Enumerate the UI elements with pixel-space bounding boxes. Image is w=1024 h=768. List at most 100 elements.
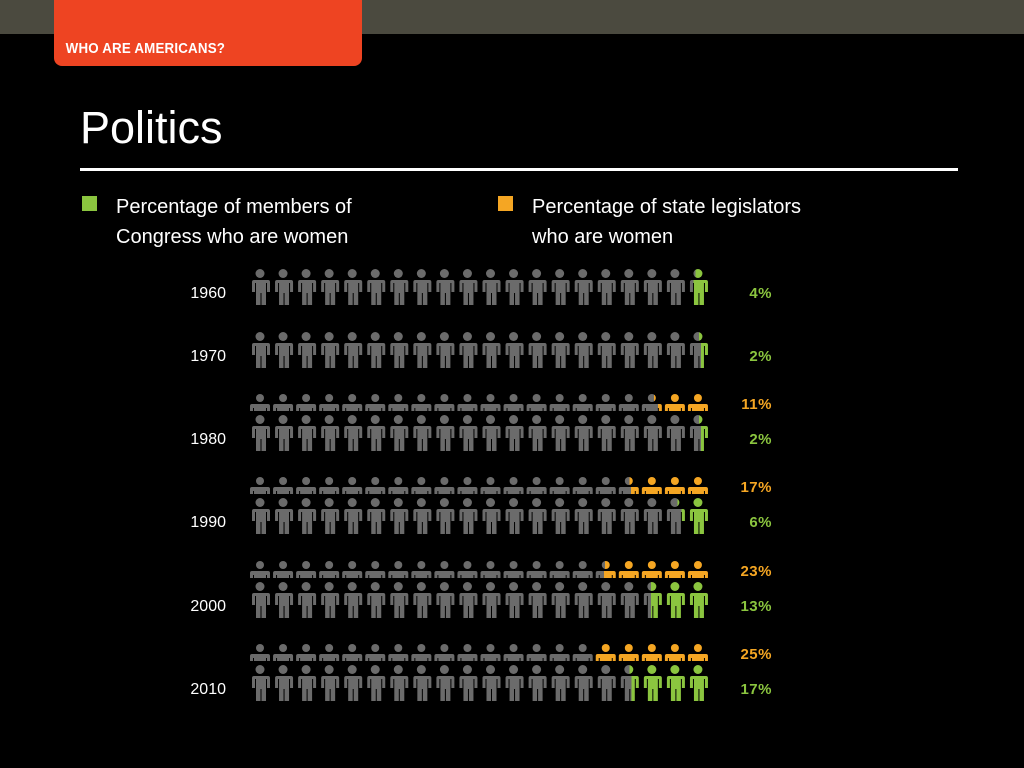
state-figure-icon [388,394,409,411]
congress-figure-icon [551,665,570,701]
congress-figure-icon [252,332,270,368]
congress-figure-icon [528,415,547,451]
congress-figure-icon [321,332,340,368]
congress-figure-icon [574,415,593,451]
congress-figure-icon [413,332,432,368]
state-figure-icon [388,477,409,494]
congress-figure-icon [390,498,409,534]
congress-figure-icon [367,269,386,305]
state-figure-icon [503,394,524,411]
congress-figure-icon [551,415,570,451]
congress-figure-icon [367,415,386,451]
state-figure-icon [480,561,501,578]
congress-pct-label-1980: 2% [749,431,772,448]
year-row-2010: 2010 17% 25% [190,644,772,701]
congress-figure-icon [275,415,294,451]
congress-figure-icon [390,415,409,451]
congress-figure-icon [321,582,340,618]
state-figure-icon [641,561,662,578]
state-figure-icon [549,477,570,494]
congress-figure-icon [344,665,363,701]
section-tab [54,0,362,66]
state-figure-icon [250,477,270,494]
congress-figure-icon [252,498,270,534]
state-figure-icon [618,394,639,411]
congress-figure-icon [597,498,616,534]
congress-figure-icon [344,498,363,534]
congress-figure-icon [252,415,270,451]
congress-figure-icon [459,665,478,701]
congress-figure-icon [620,582,639,618]
state-figures-2000 [250,561,708,578]
congress-figure-icon [551,332,570,368]
congress-figure-icon [482,498,501,534]
state-figure-icon [641,644,662,661]
congress-figure-icon [551,269,570,305]
state-figure-icon [503,477,524,494]
congress-figure-icon [482,415,501,451]
state-pct-label-2000: 23% [740,563,772,580]
state-pct-label-1990: 17% [740,479,772,496]
section-tab-label: WHO ARE AMERICANS? [65,41,226,57]
state-figure-icon [365,561,386,578]
state-figure-icon [296,477,317,494]
congress-figure-icon [482,332,501,368]
legend-label-congress: Percentage of members of Congress who ar… [116,196,352,248]
congress-pct-label-2000: 13% [740,598,772,615]
year-label-2000: 2000 [190,598,226,615]
congress-figure-icon [459,415,478,451]
congress-figure-icon [597,269,616,305]
congress-figure-icon [643,665,662,701]
congress-figure-icon [643,332,662,368]
state-figure-icon [549,394,570,411]
state-figure-icon [664,561,685,578]
congress-figure-icon [574,665,593,701]
congress-figure-icon [344,269,363,305]
congress-figure-icon [505,332,524,368]
congress-pct-label-2010: 17% [740,681,772,698]
state-figure-icon [342,561,363,578]
congress-figure-icon [482,582,501,618]
congress-figure-icon [436,498,455,534]
state-figure-icon [480,394,501,411]
congress-figure-icon [436,269,455,305]
congress-figure-icon [574,332,593,368]
state-figure-icon [618,561,639,578]
congress-figure-icon [436,582,455,618]
congress-figure-icon [367,498,386,534]
congress-figure-icon [298,665,317,701]
congress-figure-icon [528,582,547,618]
state-pct-label-1980: 11% [741,396,772,413]
congress-figure-icon [252,269,270,305]
congress-figures-1970 [252,332,708,368]
congress-pct-label-1970: 2% [749,348,772,365]
state-figure-icon [273,561,294,578]
state-figure-icon [641,394,662,411]
congress-figure-icon [321,269,340,305]
state-figure-icon [273,394,294,411]
congress-figure-icon [321,498,340,534]
state-figure-icon [480,644,501,661]
congress-figure-icon [252,582,270,618]
year-label-1990: 1990 [190,514,226,531]
state-figure-icon [319,644,340,661]
state-figure-icon [687,477,708,494]
congress-figures-1980 [252,415,708,451]
year-row-1970: 1970 2% [190,332,772,368]
state-figure-icon [296,561,317,578]
state-figure-icon [526,394,547,411]
state-figure-icon [296,644,317,661]
state-figure-icon [411,561,432,578]
year-row-1990: 1990 6% 17% [190,477,772,534]
state-figure-icon [526,644,547,661]
congress-figures-2000 [252,582,708,618]
congress-figure-icon [528,269,547,305]
state-figure-icon [388,561,409,578]
year-row-1960: 1960 4% [190,269,772,305]
state-figure-icon [250,644,270,661]
congress-figure-icon [459,498,478,534]
state-figure-icon [342,477,363,494]
congress-figure-icon [344,415,363,451]
state-figure-icon [664,644,685,661]
state-figure-icon [480,477,501,494]
